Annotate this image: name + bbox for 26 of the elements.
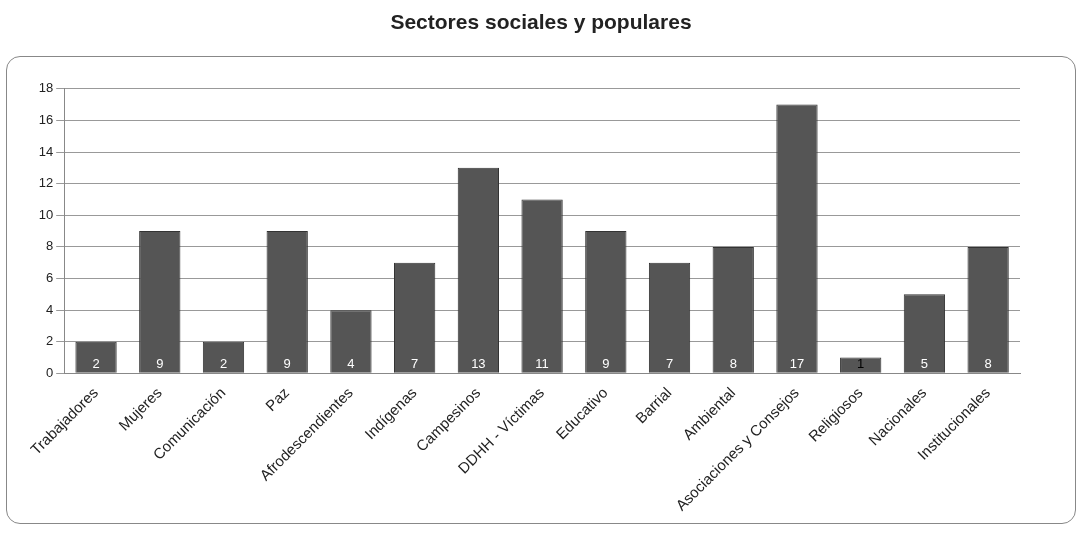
data-label: 9 bbox=[283, 355, 291, 371]
y-tick-label: 14 bbox=[38, 143, 54, 159]
data-label: 2 bbox=[219, 355, 228, 371]
data-label: 17 bbox=[789, 355, 805, 371]
data-label: 1 bbox=[857, 355, 865, 371]
y-tick-label: 10 bbox=[38, 206, 54, 222]
data-label: 9 bbox=[156, 355, 164, 371]
data-label: 5 bbox=[920, 355, 929, 371]
data-label: 9 bbox=[602, 355, 610, 371]
data-label: 7 bbox=[411, 355, 419, 371]
data-label: 8 bbox=[729, 355, 737, 371]
data-label: 2 bbox=[92, 355, 100, 371]
y-tick-label: 18 bbox=[38, 80, 54, 96]
data-label: 7 bbox=[665, 355, 674, 371]
y-tick-label: 0 bbox=[45, 364, 54, 380]
data-label: 11 bbox=[535, 355, 549, 371]
y-tick-label: 8 bbox=[45, 238, 54, 254]
y-tick-label: 6 bbox=[45, 270, 54, 286]
chart-title: Sectores sociales y populares bbox=[389, 10, 693, 34]
y-tick-label: 16 bbox=[38, 112, 54, 127]
y-tick-label: 2 bbox=[45, 333, 54, 349]
y-tick-label: 4 bbox=[45, 301, 54, 317]
y-tick-label: 12 bbox=[38, 175, 54, 191]
data-label: 8 bbox=[984, 355, 992, 371]
data-label: 13 bbox=[471, 355, 486, 371]
data-label: 4 bbox=[347, 355, 355, 371]
